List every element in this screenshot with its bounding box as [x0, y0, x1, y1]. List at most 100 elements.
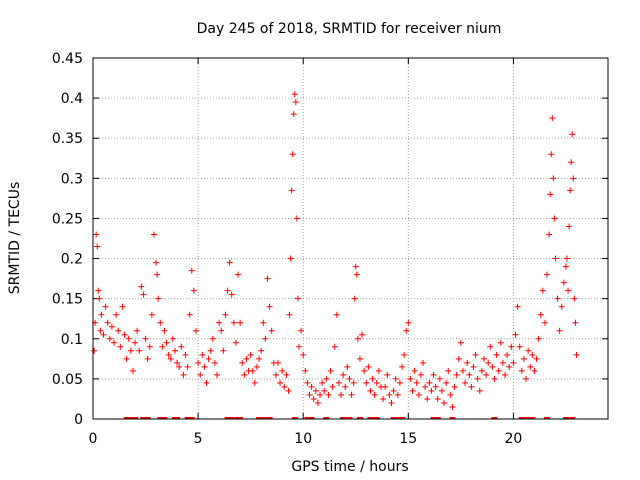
data-point	[531, 367, 538, 374]
data-point	[100, 331, 107, 338]
data-point	[443, 379, 450, 386]
data-point	[411, 367, 418, 374]
data-point	[512, 331, 519, 338]
data-point	[161, 327, 168, 334]
data-point	[138, 283, 145, 290]
data-point	[497, 339, 504, 346]
data-point	[491, 375, 498, 382]
data-point	[373, 379, 380, 386]
data-point	[155, 295, 162, 302]
x-tick-label: 10	[294, 431, 312, 447]
data-point	[352, 263, 359, 270]
data-point	[451, 383, 458, 390]
data-point	[420, 359, 427, 366]
data-point	[353, 271, 360, 278]
data-point	[407, 375, 414, 382]
data-point	[388, 399, 395, 406]
data-point	[129, 367, 136, 374]
data-point	[176, 363, 183, 370]
data-point	[274, 359, 281, 366]
data-point	[455, 355, 462, 362]
data-point	[369, 375, 376, 382]
data-point	[97, 327, 104, 334]
data-point	[493, 351, 500, 358]
data-point	[279, 367, 286, 374]
data-point	[499, 359, 506, 366]
data-point	[190, 287, 197, 294]
data-point	[344, 363, 351, 370]
data-point	[224, 287, 231, 294]
y-tick-label: 0.1	[61, 332, 83, 348]
data-point	[504, 351, 511, 358]
data-point	[394, 391, 401, 398]
data-point	[564, 255, 571, 262]
data-point	[447, 391, 454, 398]
data-point	[554, 295, 561, 302]
grid-lines	[93, 58, 608, 419]
data-point	[571, 295, 578, 302]
data-point	[98, 311, 105, 318]
data-point	[163, 339, 170, 346]
data-point	[91, 347, 98, 354]
data-point	[125, 335, 132, 342]
data-point	[405, 319, 412, 326]
data-point	[106, 335, 113, 342]
axis-ticks: 0 0.05 0.1 0.15 0.2 0.25 0.3 0.35 0.4 0.45 0 5 10 15 2…	[52, 51, 608, 447]
data-point	[281, 383, 288, 390]
data-point	[565, 287, 572, 294]
data-point	[348, 391, 355, 398]
data-point	[417, 371, 424, 378]
data-point	[415, 391, 422, 398]
data-point	[476, 387, 483, 394]
data-point	[154, 271, 161, 278]
data-point	[186, 311, 193, 318]
data-point	[121, 331, 128, 338]
data-point	[171, 347, 178, 354]
data-point	[253, 363, 260, 370]
data-point	[510, 359, 517, 366]
data-point	[487, 343, 494, 350]
data-point	[354, 335, 361, 342]
data-point	[422, 383, 429, 390]
data-point	[468, 383, 475, 390]
data-point	[228, 291, 235, 298]
data-point	[340, 371, 347, 378]
data-point	[546, 231, 553, 238]
x-axis-label: GPS time / hours	[291, 459, 408, 475]
data-point	[428, 387, 435, 394]
data-point	[548, 151, 555, 158]
data-point	[350, 379, 357, 386]
data-point	[572, 319, 579, 326]
data-point	[288, 187, 295, 194]
data-point	[537, 311, 544, 318]
data-point	[424, 395, 431, 402]
data-point	[516, 343, 523, 350]
data-point	[514, 303, 521, 310]
data-point	[329, 383, 336, 390]
data-point	[214, 371, 221, 378]
data-point	[506, 363, 513, 370]
data-point	[201, 363, 208, 370]
data-point	[533, 355, 540, 362]
data-point	[119, 303, 126, 310]
y-tick-label: 0.25	[52, 211, 83, 227]
data-point	[529, 351, 536, 358]
data-point	[218, 327, 225, 334]
data-point	[539, 287, 546, 294]
data-point	[180, 371, 187, 378]
data-point	[293, 215, 300, 222]
data-point	[367, 387, 374, 394]
data-point	[123, 355, 130, 362]
data-point	[449, 403, 456, 410]
data-point	[140, 291, 147, 298]
data-point	[220, 347, 227, 354]
data-point	[549, 115, 556, 122]
data-point	[567, 187, 574, 194]
y-tick-label: 0.15	[52, 292, 83, 308]
data-point	[237, 319, 244, 326]
data-point	[260, 319, 267, 326]
data-point	[193, 327, 199, 334]
data-point	[117, 343, 124, 350]
data-point	[296, 343, 302, 350]
data-point	[216, 319, 223, 326]
